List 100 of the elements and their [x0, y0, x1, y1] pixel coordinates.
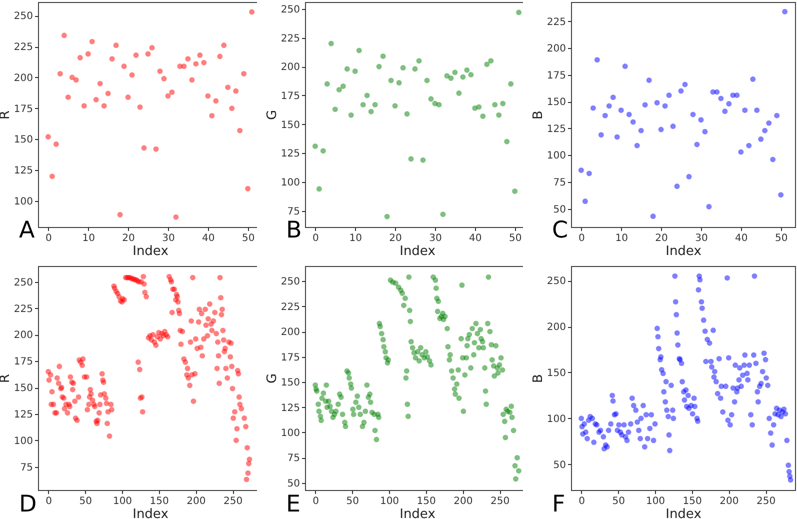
y-tick-label: 75	[553, 178, 566, 188]
point	[774, 112, 780, 118]
point	[388, 78, 394, 84]
point	[762, 128, 768, 134]
point	[169, 90, 175, 95]
point	[436, 102, 442, 108]
point	[758, 136, 764, 142]
point	[193, 61, 199, 67]
point	[460, 74, 466, 80]
point	[85, 51, 91, 57]
point	[400, 65, 406, 71]
point	[734, 92, 740, 98]
point	[245, 186, 251, 192]
x-tick-label: 30	[695, 233, 708, 244]
point	[658, 126, 664, 132]
text: C	[552, 218, 568, 244]
point	[205, 93, 211, 99]
point	[73, 77, 79, 83]
x-tick-label: 250	[223, 496, 243, 507]
point	[766, 120, 772, 126]
point	[626, 112, 632, 118]
y-tick-label: 75	[287, 206, 300, 218]
x-tick-label: 40	[735, 233, 748, 244]
point	[706, 204, 712, 210]
x-tick-label: 0	[578, 233, 585, 244]
point	[666, 92, 672, 98]
point	[364, 92, 370, 98]
point	[754, 107, 760, 113]
point	[344, 66, 350, 72]
point	[702, 128, 708, 134]
x-tick-label: 10	[349, 233, 362, 244]
text: A	[19, 218, 35, 244]
point	[109, 56, 115, 62]
x-tick-label: 250	[490, 496, 510, 507]
point	[746, 142, 752, 148]
point	[424, 78, 430, 84]
y-tick-label: 200	[280, 62, 300, 74]
point	[185, 56, 191, 62]
point	[582, 198, 588, 204]
point	[686, 174, 692, 180]
point	[440, 212, 446, 218]
y-tick-label: 150	[546, 97, 566, 108]
y-axis-title: G	[264, 373, 280, 384]
point	[249, 9, 255, 15]
y-tick-label: 250	[546, 276, 566, 288]
point	[332, 106, 338, 112]
point	[69, 74, 75, 80]
point	[312, 143, 318, 149]
point	[468, 72, 474, 78]
point	[105, 90, 111, 96]
point	[209, 113, 215, 118]
point	[101, 103, 107, 109]
point	[452, 70, 458, 76]
point	[738, 149, 744, 155]
y-tick-label: 200	[14, 72, 33, 84]
point	[360, 102, 366, 108]
point	[614, 134, 620, 140]
point	[49, 174, 55, 180]
y-tick-label: 175	[546, 70, 566, 82]
x-axis-title: Index	[132, 507, 169, 519]
point	[694, 142, 700, 148]
y-tick-label: 125	[14, 409, 33, 420]
point	[634, 142, 640, 148]
y-tick-label: 150	[546, 368, 566, 379]
point	[221, 42, 227, 48]
point	[197, 52, 203, 58]
point	[45, 134, 51, 140]
point	[492, 102, 498, 108]
point	[372, 102, 378, 108]
y-tick-label: 225	[546, 16, 566, 28]
point	[392, 103, 398, 109]
text: B	[286, 218, 302, 244]
x-tick-label: 50	[774, 233, 788, 244]
point	[129, 72, 135, 78]
y-axis-title: B	[530, 110, 546, 120]
point	[181, 64, 187, 70]
x-tick-label: 50	[242, 233, 255, 244]
point	[678, 88, 684, 94]
text: F	[552, 492, 566, 518]
point	[642, 102, 648, 108]
point	[662, 103, 668, 109]
y-tick-label: 100	[546, 150, 566, 162]
y-tick-label: 225	[14, 42, 33, 54]
y-tick-label: 175	[14, 356, 33, 368]
point	[165, 93, 171, 99]
x-tick-label: 200	[186, 496, 206, 507]
y-tick-label: 250	[14, 277, 33, 288]
point	[320, 148, 326, 154]
x-tick-label: 20	[389, 233, 402, 244]
point	[496, 112, 502, 118]
point	[602, 112, 608, 118]
point	[225, 84, 231, 90]
point	[682, 82, 688, 88]
point	[153, 146, 159, 152]
x-tick-label: 100	[646, 496, 666, 507]
y-tick-label: 150	[14, 383, 33, 394]
x-tick-label: 100	[380, 496, 400, 507]
y-tick-label: 125	[280, 402, 300, 414]
point	[444, 73, 450, 79]
y-tick-label: 250	[14, 11, 33, 22]
